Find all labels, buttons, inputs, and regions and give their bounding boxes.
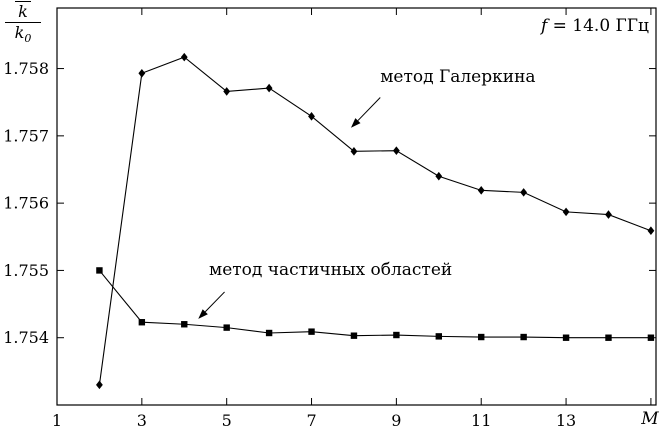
x-tick-label: 9 (391, 411, 401, 430)
y-tick-label: 1.756 (3, 194, 49, 213)
marker-diamond (223, 87, 231, 96)
marker-square (308, 328, 315, 335)
x-tick-label: 1 (52, 411, 62, 430)
y-tick-label: 1.755 (3, 261, 49, 280)
x-tick-label: 3 (137, 411, 147, 430)
x-tick-label: 11 (471, 411, 491, 430)
frequency-symbol: f (540, 16, 548, 36)
marker-diamond (308, 112, 315, 121)
series-line-1 (98, 270, 651, 339)
y-tick-label: 1.757 (3, 126, 49, 145)
annotation-label-1: метод частичных областей (208, 260, 453, 281)
annotation-arrow-line (204, 291, 225, 313)
y-axis-label-numerator: k (5, 1, 41, 22)
annotation-arrowhead (350, 118, 361, 128)
marker-square (96, 267, 103, 274)
plot-frame (56, 7, 657, 406)
k-bar-symbol: k (15, 1, 31, 22)
marker-square (562, 334, 570, 341)
annotation-arrow-line (357, 97, 381, 121)
marker-diamond (647, 226, 655, 236)
marker-square (138, 319, 146, 326)
marker-diamond (350, 147, 358, 156)
frequency-label: f = 14.0 ГГц (541, 16, 649, 36)
k-symbol: k (14, 23, 25, 42)
fraction-line (5, 22, 41, 23)
marker-square (265, 329, 273, 337)
marker-square (647, 334, 655, 341)
frequency-value: = 14.0 ГГц (547, 16, 649, 36)
marker-square (605, 334, 612, 341)
marker-square (350, 332, 358, 339)
marker-diamond (392, 146, 400, 155)
y-axis-label: k k0 (5, 1, 41, 46)
y-axis-label-denominator: k0 (5, 23, 41, 46)
marker-diamond (435, 171, 443, 181)
marker-diamond (180, 52, 188, 62)
marker-square (181, 321, 188, 328)
x-axis-label: M (641, 409, 659, 429)
marker-diamond (96, 380, 103, 390)
x-tick-label: 13 (556, 411, 576, 430)
annotation-arrowhead (198, 309, 208, 319)
k-subscript: 0 (24, 32, 32, 46)
marker-square (520, 333, 527, 341)
marker-square (223, 324, 230, 331)
annotation-label-0: метод Галеркина (380, 66, 536, 87)
x-tick-label: 7 (306, 411, 316, 430)
marker-square (393, 331, 400, 339)
series-line-0 (98, 56, 652, 385)
marker-diamond (265, 83, 273, 93)
marker-diamond (605, 210, 612, 219)
marker-diamond (562, 207, 570, 217)
y-tick-label: 1.758 (3, 59, 49, 78)
marker-diamond (477, 186, 485, 195)
marker-square (478, 333, 485, 341)
marker-square (435, 333, 442, 340)
x-tick-label: 5 (222, 411, 232, 430)
marker-diamond (138, 68, 146, 78)
y-tick-label: 1.754 (3, 328, 49, 347)
marker-diamond (520, 188, 528, 197)
